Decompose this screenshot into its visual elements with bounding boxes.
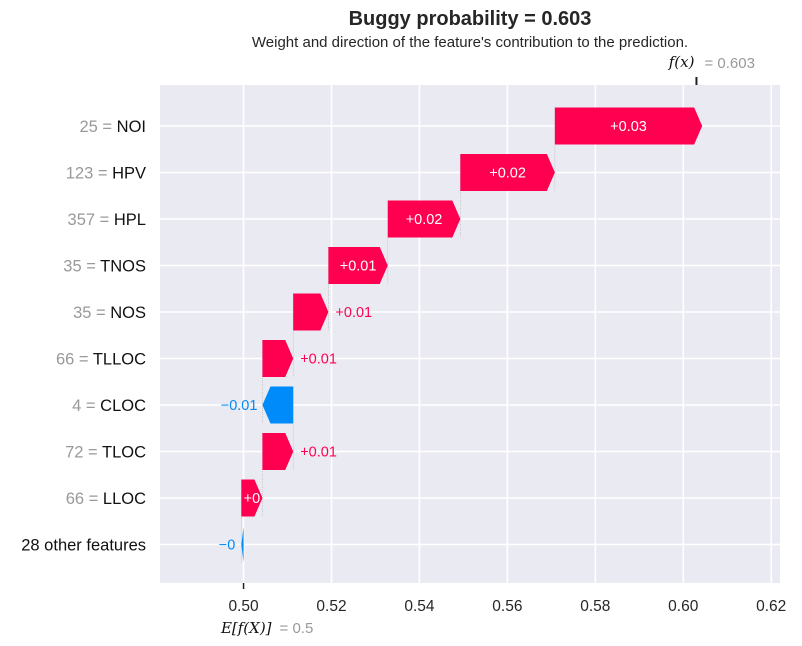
bar-value-label: −0.01 — [221, 398, 258, 414]
feature-name: HPL — [114, 211, 146, 229]
positive-contribution-bar — [387, 200, 461, 238]
positive-contribution-bar — [293, 293, 329, 331]
bar-value-label: +0.01 — [335, 305, 372, 321]
output-value-text: = 0.603 — [704, 55, 754, 72]
x-tick-label: 0.60 — [668, 598, 699, 615]
bar-value-label: +0.01 — [300, 352, 337, 368]
feature-label: 4 = CLOC — [72, 397, 146, 415]
feature-name: NOS — [110, 304, 146, 322]
x-tick-label: 0.58 — [580, 598, 610, 615]
x-tick-label: 0.56 — [492, 598, 522, 615]
x-tick-label: 0.52 — [316, 598, 346, 615]
x-tick-label: 0.62 — [756, 598, 786, 615]
feature-value: 35 = — [63, 258, 100, 276]
feature-name: 28 other features — [21, 537, 146, 555]
positive-contribution-bar — [554, 107, 703, 145]
bar-value-label: +0.01 — [340, 259, 377, 275]
feature-value: 25 = — [79, 118, 116, 136]
feature-name: TNOS — [100, 258, 146, 276]
bar-value-label: +0.02 — [489, 166, 526, 182]
bar-value-label: −0 — [219, 538, 236, 554]
feature-label: 35 = NOS — [73, 304, 146, 322]
positive-contribution-bar — [328, 247, 388, 284]
bar-value-label: +0 — [244, 491, 261, 507]
feature-value: 66 = — [66, 490, 103, 508]
output-value-label: f(x) — [668, 53, 695, 71]
base-value-label: E[f(X)] — [220, 619, 272, 637]
feature-label: 66 = TLLOC — [56, 351, 146, 369]
feature-name: TLOC — [102, 444, 146, 462]
feature-value: 357 = — [68, 211, 114, 229]
chart-title: Buggy probability = 0.603 — [349, 8, 592, 30]
base-value-text: = 0.5 — [280, 620, 314, 637]
positive-contribution-bar — [241, 479, 263, 517]
feature-name: CLOC — [100, 397, 146, 415]
bar-value-label: +0.01 — [300, 445, 337, 461]
bar-value-label: +0.02 — [406, 212, 443, 228]
feature-label: 35 = TNOS — [63, 258, 146, 276]
feature-name: TLLOC — [93, 351, 146, 369]
feature-label: 66 = LLOC — [66, 490, 146, 508]
x-tick-label: 0.54 — [404, 598, 435, 615]
feature-label: 72 = TLOC — [65, 444, 146, 462]
feature-value: 4 = — [72, 397, 100, 415]
feature-label: 357 = HPL — [68, 211, 146, 229]
feature-name: NOI — [117, 118, 146, 136]
feature-value: 66 = — [56, 351, 93, 369]
bar-value-label: +0.03 — [610, 119, 647, 135]
feature-label: 123 = HPV — [66, 165, 146, 183]
feature-name: HPV — [112, 165, 146, 183]
positive-contribution-bar — [262, 433, 294, 470]
negative-contribution-bar — [241, 526, 244, 563]
feature-label: 25 = NOI — [79, 118, 146, 136]
feature-value: 123 = — [66, 165, 112, 183]
chart-subtitle: Weight and direction of the feature's co… — [252, 34, 688, 51]
x-tick-label: 0.50 — [228, 598, 259, 615]
feature-name: LLOC — [103, 490, 146, 508]
feature-value: 72 = — [65, 444, 102, 462]
positive-contribution-bar — [460, 154, 555, 191]
feature-label: 28 other features — [21, 537, 146, 555]
feature-value: 35 = — [73, 304, 110, 322]
negative-contribution-bar — [262, 386, 294, 424]
positive-contribution-bar — [262, 340, 294, 377]
